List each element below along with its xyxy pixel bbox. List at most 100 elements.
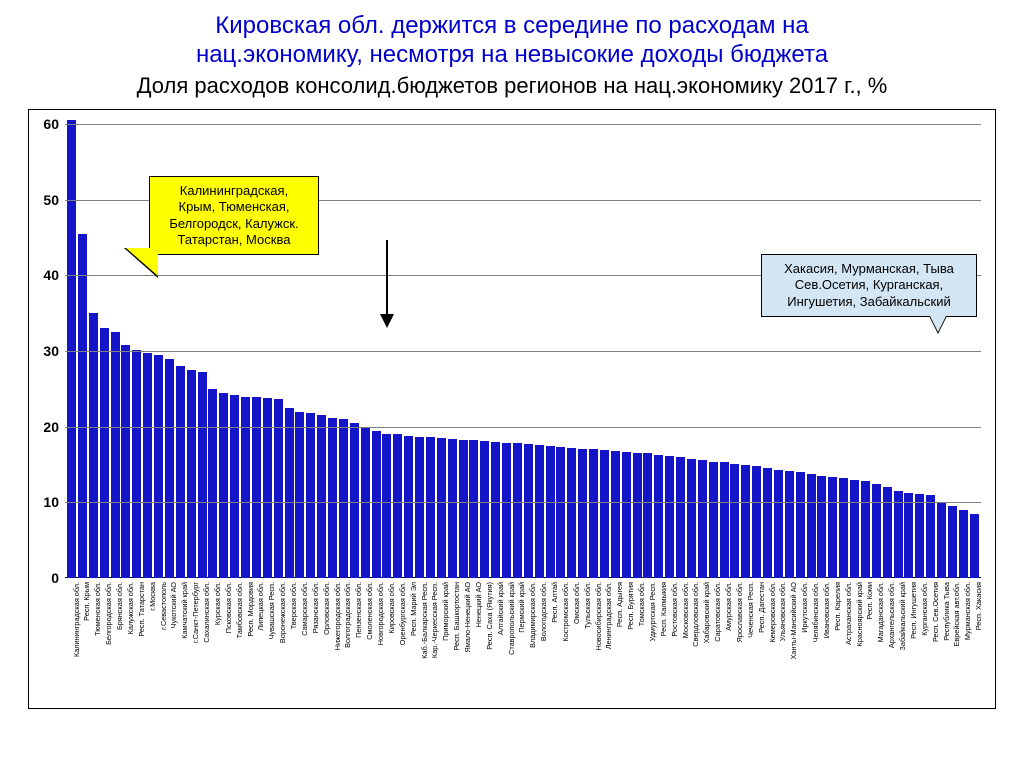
xlabel: Ханты-Мансийский АО	[785, 580, 794, 706]
bar	[741, 465, 750, 579]
bar	[752, 466, 761, 578]
xlabel: Алтайский край	[491, 580, 500, 706]
xlabel: г.Санкт-Петербург	[187, 580, 196, 706]
callout-left-line: Крым, Тюменская,	[160, 199, 308, 215]
bar	[883, 487, 892, 578]
bar	[546, 446, 555, 578]
bar	[730, 464, 739, 578]
xlabel: Оренбургская обл.	[393, 580, 402, 706]
bar	[459, 440, 468, 578]
xlabel: Тюменская обл.	[89, 580, 98, 706]
bar	[176, 366, 185, 578]
bar	[861, 481, 870, 578]
bar	[121, 345, 130, 578]
xlabel: Пермский край	[513, 580, 522, 706]
bar	[959, 510, 968, 578]
xlabel: Волгоградская обл.	[339, 580, 348, 706]
bar	[350, 423, 359, 578]
bar	[763, 468, 772, 578]
bar	[187, 370, 196, 578]
bar	[687, 459, 696, 579]
xlabel: Томская обл.	[633, 580, 642, 706]
xlabel: Саратовская обл.	[709, 580, 718, 706]
xlabel: Ставропольский край	[502, 580, 511, 706]
bar	[556, 447, 565, 578]
bar	[241, 397, 250, 579]
xlabel: Республика Тыва	[937, 580, 946, 706]
bar	[295, 412, 304, 578]
xlabel: Ульяновская обл.	[774, 580, 783, 706]
xlabel: Смоленская обл.	[361, 580, 370, 706]
xlabel: Респ. Бурятия	[622, 580, 631, 706]
bar	[513, 443, 522, 578]
bar	[904, 493, 913, 579]
bar	[78, 234, 87, 578]
bar	[622, 452, 631, 578]
xlabel: Респ. Башкортостан	[448, 580, 457, 706]
xlabel: Ивановская обл.	[817, 580, 826, 706]
ytick-label: 10	[43, 494, 59, 510]
bar	[839, 478, 848, 578]
xlabel: Амурская обл.	[720, 580, 729, 706]
xlabel: Респ. Карелия	[828, 580, 837, 706]
xlabel: Самарская обл.	[295, 580, 304, 706]
callout-left: Калининградская, Крым, Тюменская, Белгор…	[149, 176, 319, 255]
callout-right-line: Ингушетия, Забайкальский	[772, 294, 966, 310]
ytick-label: 0	[51, 570, 59, 586]
xlabels-container: Калининградская обл.Респ. КрымТюменская …	[65, 580, 981, 706]
grid-line	[65, 124, 981, 125]
callout-left-line: Белгородск, Калужск.	[160, 216, 308, 232]
bar	[665, 456, 674, 579]
xlabel: Калужская обл.	[121, 580, 130, 706]
bar	[611, 451, 620, 578]
xlabel: Чувашская Респ.	[263, 580, 272, 706]
bar	[502, 443, 511, 578]
bar	[230, 395, 239, 578]
bar	[285, 408, 294, 578]
bar	[339, 419, 348, 578]
xlabel: г.Севастополь	[154, 580, 163, 706]
xlabel: Респ. Марий Эл	[404, 580, 413, 706]
xlabel: Брянская обл.	[111, 580, 120, 706]
xlabel: Липецкая обл.	[252, 580, 261, 706]
bar	[143, 353, 152, 578]
bar	[600, 450, 609, 578]
bar	[828, 477, 837, 578]
bar	[654, 455, 663, 578]
xlabel: Удмуртская Респ.	[643, 580, 652, 706]
bar	[535, 445, 544, 578]
bar	[437, 438, 446, 578]
xlabel: Каб.-Балкарская Респ.	[415, 580, 424, 706]
xlabel: Респ. Саха (Якутия)	[480, 580, 489, 706]
bar	[111, 332, 120, 578]
xlabel: Забайкальский край	[894, 580, 903, 706]
bar	[480, 441, 489, 578]
callout-left-line: Татарстан, Москва	[160, 232, 308, 248]
xlabel: Новосибирская обл.	[589, 580, 598, 706]
bar	[796, 472, 805, 578]
xlabel: Чукотский АО	[165, 580, 174, 706]
xlabel: г.Москва	[143, 580, 152, 706]
xlabel: Орловская обл.	[317, 580, 326, 706]
xlabel: Респ. Мордовия	[241, 580, 250, 706]
xlabel: Курская обл.	[208, 580, 217, 706]
bar	[165, 359, 174, 578]
bar	[948, 506, 957, 578]
bar	[328, 418, 337, 578]
xlabel: Омская обл.	[567, 580, 576, 706]
xlabel: Ямало-Ненецкий АО	[459, 580, 468, 706]
xlabel: Костромская обл.	[556, 580, 565, 706]
bar	[915, 494, 924, 578]
xlabel: Мурманская обл.	[959, 580, 968, 706]
xlabel: Ростовская обл.	[665, 580, 674, 706]
xlabel: Рязанская обл.	[306, 580, 315, 706]
xlabel: Новгородская обл.	[372, 580, 381, 706]
xlabel: Тамбовская обл.	[230, 580, 239, 706]
xlabel: Астраханская обл.	[839, 580, 848, 706]
bar	[774, 470, 783, 578]
xlabel: Хабаровский край	[698, 580, 707, 706]
xlabel: Владимирская обл.	[524, 580, 533, 706]
bar	[67, 120, 76, 578]
highlight-arrow	[386, 240, 388, 326]
bar	[219, 393, 228, 578]
